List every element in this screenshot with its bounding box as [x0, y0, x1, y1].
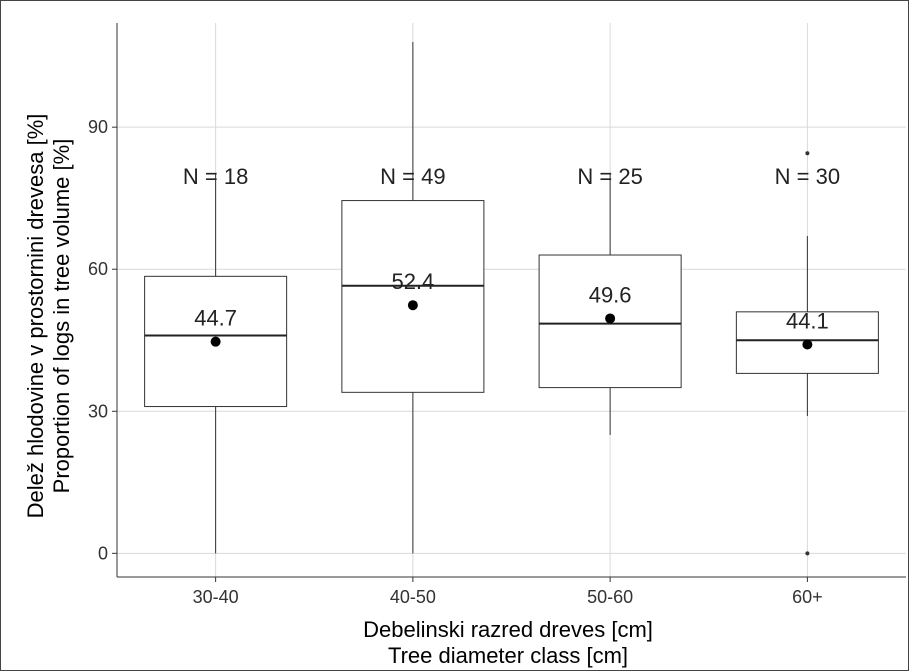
mean-value-label: 44.7	[194, 306, 237, 331]
y-axis-title-english: Proportion of logs in tree volume [%]	[49, 139, 74, 494]
annotations: 44.7 N = 18 52.4 N = 49 49.6 N = 25 44.1 N = 30	[183, 164, 840, 334]
mean-point	[605, 313, 616, 324]
sample-size-label: N = 18	[183, 164, 248, 189]
x-tick-label: 40-50	[390, 587, 436, 607]
outlier-point	[805, 151, 810, 156]
mean-value-label: 44.1	[786, 309, 829, 334]
axes: 0 30 60 90 30-40 40-50 50-60 60+	[88, 23, 906, 607]
outlier-point	[805, 551, 810, 556]
y-axis-title: Delež hlodovine v prostornini drevesa [%…	[23, 114, 48, 519]
sample-size-label: N = 49	[380, 164, 445, 189]
y-tick-label: 30	[88, 401, 108, 421]
boxes	[144, 41, 879, 556]
x-tick-label: 50-60	[587, 587, 633, 607]
x-axis-title: Debelinski razred dreves [cm]	[363, 617, 653, 642]
mean-value-label: 49.6	[589, 282, 632, 307]
x-tick-label: 30-40	[193, 587, 239, 607]
sample-size-label: N = 30	[775, 164, 840, 189]
sample-size-label: N = 25	[577, 164, 642, 189]
mean-point	[802, 339, 813, 350]
mean-point	[210, 336, 221, 347]
y-tick-label: 90	[88, 117, 108, 137]
box	[341, 200, 485, 393]
x-tick-label: 60+	[792, 587, 823, 607]
x-axis-title-english: Tree diameter class [cm]	[388, 643, 628, 668]
y-tick-label: 0	[98, 543, 108, 563]
y-tick-label: 60	[88, 259, 108, 279]
mean-point	[407, 300, 418, 311]
mean-value-label: 52.4	[391, 269, 434, 294]
